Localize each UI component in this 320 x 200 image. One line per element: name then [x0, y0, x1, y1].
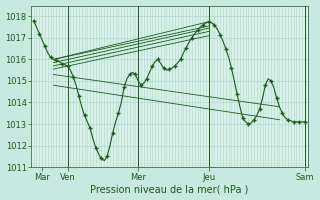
X-axis label: Pression niveau de la mer( hPa ): Pression niveau de la mer( hPa )	[90, 184, 248, 194]
